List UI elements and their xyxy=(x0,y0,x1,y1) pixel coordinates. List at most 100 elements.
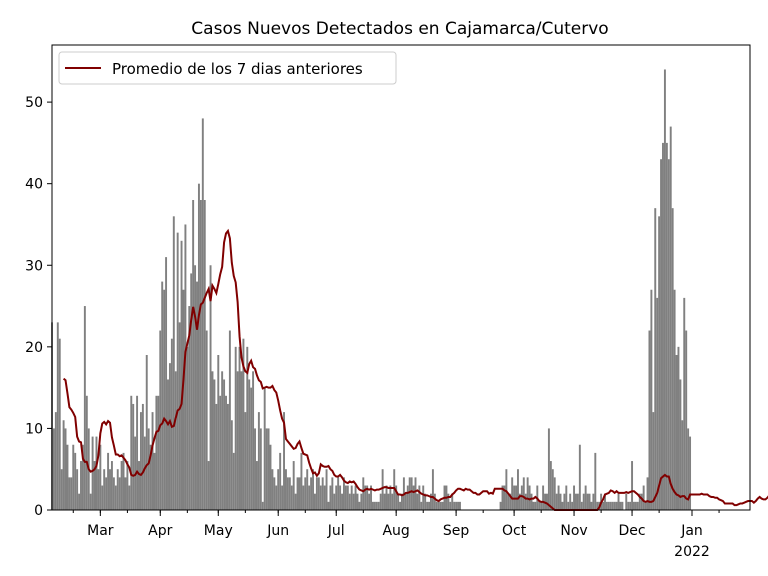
bar xyxy=(331,477,334,510)
bar xyxy=(145,355,148,510)
bar xyxy=(569,493,572,510)
bar xyxy=(68,477,71,510)
bar xyxy=(184,224,187,510)
bar xyxy=(592,493,595,510)
bar xyxy=(304,477,307,510)
x-tick-label: May xyxy=(204,523,233,539)
bar xyxy=(528,485,531,510)
bar xyxy=(93,461,96,510)
bar xyxy=(584,485,587,510)
bar xyxy=(636,501,639,510)
bar xyxy=(66,444,69,510)
legend-label: Promedio de los 7 dias anteriores xyxy=(112,60,363,78)
bar xyxy=(449,501,452,510)
bar xyxy=(234,346,237,510)
bar xyxy=(228,330,231,510)
bar xyxy=(194,265,197,510)
bar xyxy=(244,412,247,510)
bar xyxy=(286,477,289,510)
bar xyxy=(333,493,336,510)
bar xyxy=(576,493,579,510)
bar xyxy=(590,501,593,510)
bar xyxy=(457,501,459,510)
bar xyxy=(112,477,115,510)
y-axis: 0 10 20 30 40 50 xyxy=(25,95,52,519)
bar xyxy=(385,485,388,510)
bar xyxy=(288,477,291,510)
bar xyxy=(681,420,684,510)
bar xyxy=(109,469,111,510)
y-tick-label: 20 xyxy=(25,340,43,356)
bar xyxy=(619,501,622,510)
bar xyxy=(431,469,434,510)
bar xyxy=(54,412,57,510)
bar xyxy=(350,485,353,510)
bar xyxy=(209,265,212,510)
bar xyxy=(362,477,365,510)
bar xyxy=(627,501,630,510)
bar xyxy=(430,493,432,510)
bar xyxy=(604,493,606,510)
bar xyxy=(375,501,378,510)
bar xyxy=(277,469,280,510)
bar xyxy=(654,208,657,510)
bar xyxy=(389,485,392,510)
bar xyxy=(120,461,123,510)
bar xyxy=(532,501,535,510)
bar xyxy=(269,444,272,510)
bar xyxy=(358,501,361,510)
chart-title: Casos Nuevos Detectados en Cajamarca/Cut… xyxy=(191,19,608,39)
bar xyxy=(298,477,301,510)
bar xyxy=(538,501,541,510)
bar xyxy=(281,485,284,510)
bar xyxy=(551,469,554,510)
legend-box xyxy=(58,51,397,85)
bar xyxy=(242,338,245,510)
bar xyxy=(625,493,628,510)
bar xyxy=(567,501,570,510)
bar xyxy=(555,493,558,510)
bar xyxy=(132,403,135,510)
bar xyxy=(178,322,181,510)
bar xyxy=(199,200,202,510)
bar xyxy=(130,395,133,510)
bar xyxy=(644,501,647,510)
y-tick-label: 0 xyxy=(34,503,43,519)
bar xyxy=(573,485,576,510)
bar xyxy=(201,118,204,511)
bar xyxy=(399,501,401,510)
line-rolling-average xyxy=(62,228,768,511)
bar xyxy=(205,330,208,510)
bar xyxy=(540,501,543,510)
x-tick-label: Mar xyxy=(87,523,114,539)
bar xyxy=(439,501,442,510)
bar xyxy=(387,493,390,510)
bar xyxy=(236,371,239,510)
bar xyxy=(151,412,154,510)
bar xyxy=(267,428,270,510)
bar xyxy=(168,363,171,510)
bar xyxy=(323,485,326,510)
bar xyxy=(547,428,550,510)
bar xyxy=(225,395,227,510)
bar xyxy=(284,469,287,510)
bar xyxy=(631,461,634,510)
bar xyxy=(401,493,403,510)
bar xyxy=(139,412,142,510)
bar xyxy=(609,501,612,510)
bar xyxy=(110,461,113,510)
bar xyxy=(64,428,67,510)
line-series xyxy=(62,228,768,511)
bar xyxy=(70,477,73,510)
bar xyxy=(428,501,430,510)
bar xyxy=(263,387,266,510)
bar xyxy=(302,485,305,510)
bar xyxy=(679,379,682,510)
bar xyxy=(503,485,506,510)
bar xyxy=(103,469,106,510)
bar xyxy=(594,452,597,510)
bar xyxy=(370,485,372,510)
bar xyxy=(167,379,169,510)
bar xyxy=(621,501,624,510)
bar xyxy=(383,493,386,510)
